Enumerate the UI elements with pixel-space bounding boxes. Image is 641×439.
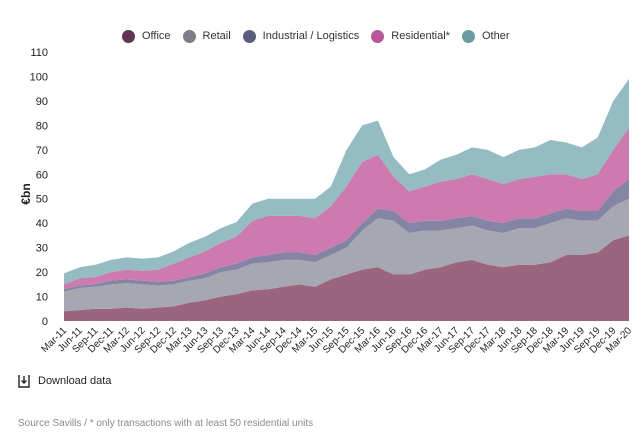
legend-item-industrial-logistics[interactable]: Industrial / Logistics [242, 29, 360, 43]
y-tick-label: 70 [36, 145, 48, 157]
y-tick-label: 90 [36, 96, 48, 108]
legend-label: Office [142, 30, 171, 42]
y-tick-label: 110 [30, 47, 48, 59]
y-tick-label: 20 [36, 267, 48, 279]
legend-item-other[interactable]: Other [461, 29, 510, 43]
y-axis-label: €bn [19, 183, 33, 204]
area-layers [64, 78, 629, 321]
legend-label: Other [481, 30, 510, 42]
source-note: Source Savills / * only transactions wit… [18, 418, 314, 429]
legend-swatch [182, 29, 196, 43]
y-tick-label: 30 [36, 243, 48, 255]
area-residential [64, 127, 629, 290]
download-icon [18, 375, 30, 388]
chart-legend: Office Retail Industrial / Logistics Reside… [122, 26, 521, 46]
y-tick-label: 50 [36, 194, 48, 206]
y-tick-label: 10 [36, 292, 48, 304]
legend-swatch [242, 29, 256, 43]
area-industrial-logistics [64, 179, 629, 292]
y-tick-label: 40 [36, 218, 48, 230]
x-axis: Mar-11Jun-11Sep-11Dec-11Mar-12Jun-12Sep-… [39, 325, 634, 356]
y-tick-label: 60 [36, 169, 48, 181]
legend-swatch [461, 29, 475, 43]
area-retail [64, 198, 629, 312]
legend-item-retail[interactable]: Retail [182, 29, 231, 43]
y-axis: 0 10 20 30 40 50 60 70 80 90 100 110 [30, 47, 48, 328]
download-data-label: Download data [38, 375, 112, 387]
legend-item-residential[interactable]: Residential* [371, 29, 450, 43]
legend-swatch [371, 29, 385, 43]
legend-swatch [122, 29, 135, 43]
area-other [64, 78, 629, 285]
legend-item-office[interactable]: Office [122, 29, 171, 43]
legend-label: Residential* [391, 30, 450, 42]
area-office [64, 235, 629, 321]
y-tick-label: 0 [42, 316, 48, 328]
download-data-button[interactable]: Download data [18, 374, 111, 388]
legend-label: Industrial / Logistics [262, 30, 360, 42]
y-tick-label: 80 [36, 120, 48, 132]
y-tick-label: 100 [30, 71, 48, 83]
legend-label: Retail [202, 30, 231, 42]
